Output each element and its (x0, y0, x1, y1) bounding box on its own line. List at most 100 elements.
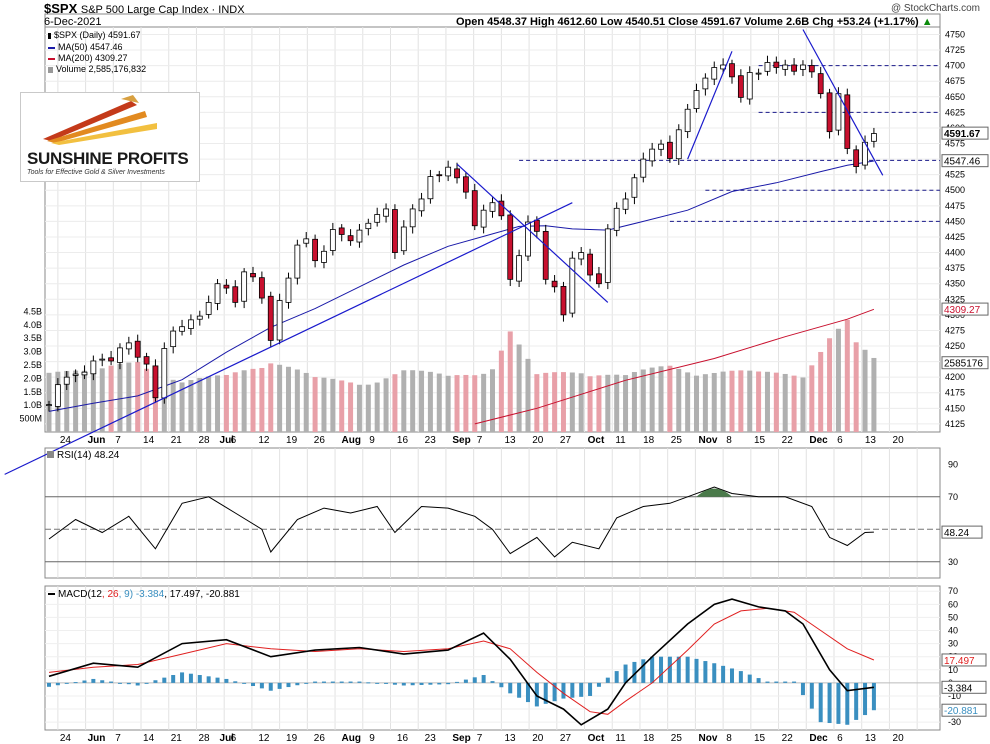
macd-histogram-bar (206, 676, 211, 683)
volume-bar (215, 375, 221, 432)
macd-histogram-bar (792, 681, 797, 683)
macd-histogram-bar (605, 677, 610, 683)
price-tick-label: 4575 (945, 139, 965, 149)
candle-body (578, 252, 585, 260)
candle-body (844, 94, 851, 149)
macd-histogram-bar (800, 682, 805, 696)
x-axis-label: Dec (809, 435, 828, 446)
macd-histogram-bar (783, 681, 788, 683)
volume-bar (454, 375, 460, 432)
candle-body (383, 208, 389, 217)
volume-tick-label: 1.5B (23, 387, 42, 397)
candle-body (667, 141, 673, 159)
volume-bar (676, 368, 682, 432)
volume-bar (223, 374, 229, 432)
candle-body (454, 168, 460, 179)
macd-current-box (941, 680, 987, 694)
trendline (4, 202, 573, 475)
volume-bar (844, 319, 850, 432)
x-axis-label: 28 (198, 733, 210, 744)
candle-body (338, 227, 345, 235)
x-axis-label: Jul (220, 435, 235, 446)
candle-body (63, 376, 70, 385)
macd-histogram-bar (100, 680, 105, 683)
candle-body (693, 90, 700, 110)
volume-bar (241, 370, 247, 432)
volume-bar (631, 372, 637, 432)
candle-body (294, 244, 301, 279)
macd-histogram-bar (428, 682, 433, 685)
x-axis-label: 21 (171, 733, 183, 744)
macd-tick-label: 50 (948, 612, 958, 622)
price-tick-label: 4475 (945, 201, 965, 211)
x-axis-label: 9 (369, 435, 375, 446)
volume-bar (99, 368, 105, 432)
watermark: @ StockCharts.com (890, 3, 980, 14)
volume-current-box (941, 356, 989, 370)
price-tick-label: 4350 (945, 279, 965, 289)
macd-histogram-bar (543, 682, 548, 704)
candle-body (800, 64, 806, 70)
ma50-line (48, 160, 874, 412)
ma200-line (474, 308, 875, 425)
volume-bar (374, 382, 380, 432)
macd-histogram-bar (738, 671, 743, 683)
candle-body (516, 255, 523, 282)
macd-histogram-bar (437, 682, 442, 685)
macd-histogram-bar (508, 682, 513, 694)
volume-bar (170, 379, 176, 432)
sunshine-profits-logo: SUNSHINE PROFITS Tools for Effective Gol… (20, 92, 200, 182)
rsi-overbought-area (696, 488, 732, 497)
legend-volume: Volume 2,585,176,832 (48, 64, 146, 74)
x-axis-label: 14 (143, 733, 155, 744)
x-axis-label: 8 (726, 435, 732, 446)
macd-histogram-bar (277, 682, 282, 689)
volume-bar (259, 367, 265, 432)
macd-histogram-bar (632, 661, 637, 683)
macd-histogram-bar (153, 680, 158, 683)
candle-body (196, 315, 203, 320)
macd-histogram-bar (304, 682, 309, 684)
macd-histogram-bar (401, 682, 406, 686)
volume-bar (800, 377, 806, 432)
volume-bar (534, 374, 540, 432)
volume-tick-label: 3.0B (23, 347, 42, 357)
candle-body (489, 202, 496, 212)
macd-histogram-bar (233, 681, 238, 683)
macd-tick-label: 10 (948, 665, 958, 675)
candle-body (81, 371, 88, 376)
chart-date: 6-Dec-2021 (44, 16, 102, 28)
macd-histogram-bar (729, 668, 734, 683)
candle-body (640, 158, 647, 178)
rsi-tick-label: 70 (948, 492, 958, 502)
volume-tick-label: 500M (19, 414, 42, 424)
macd-histogram-bar (490, 681, 495, 683)
macd-current-label: -3.384 (944, 683, 973, 694)
candle-body (755, 72, 762, 75)
macd-histogram-bar (871, 682, 876, 711)
volume-bar (569, 372, 575, 432)
candle-body (622, 198, 629, 210)
volume-bar (108, 365, 114, 432)
volume-bar (383, 378, 389, 432)
current-value-label: 4309.27 (944, 305, 981, 316)
volume-tick-label: 2.5B (23, 360, 42, 370)
volume-bar (498, 350, 504, 432)
candle-body (232, 286, 239, 303)
macd-histogram-bar (827, 682, 832, 724)
volume-bar (685, 372, 691, 432)
candle-body (542, 230, 549, 280)
volume-bar (197, 377, 203, 432)
x-axis-label: 7 (477, 435, 483, 446)
x-axis-label: 24 (60, 733, 72, 744)
candle-body (392, 209, 398, 253)
x-axis-label: 13 (865, 733, 877, 744)
x-axis-label: 21 (171, 435, 183, 446)
logo-tagline: Tools for Effective Gold & Silver Invest… (27, 169, 165, 176)
x-axis-label: 23 (425, 733, 437, 744)
volume-bar (277, 364, 283, 432)
rsi-legend-icon (47, 451, 54, 458)
x-axis-label: Jun (88, 733, 106, 744)
price-header-strip (44, 13, 941, 28)
volume-bar (303, 372, 309, 432)
